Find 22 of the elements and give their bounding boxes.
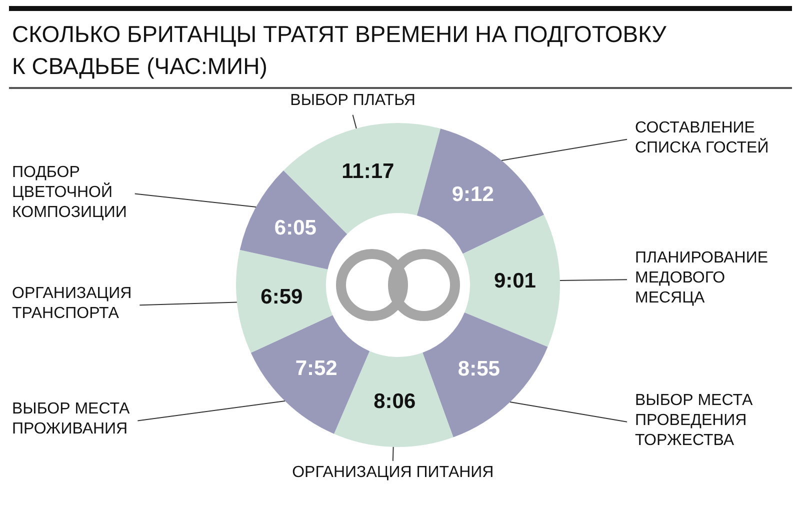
data-label: 11:17 — [342, 160, 394, 183]
donut-slice — [422, 312, 548, 438]
slice-label: ОРГАНИЗАЦИЯ ПИТАНИЯ — [292, 464, 494, 481]
donut-slice — [236, 250, 333, 353]
slice-label: ПОДБОР ЦВЕТОЧНОЙ КОМПОЗИЦИИ — [12, 164, 127, 221]
slice-label: ОРГАНИЗАЦИЯ ТРАНСПОРТА — [12, 285, 132, 322]
data-label: 9:01 — [494, 270, 536, 293]
data-label: 8:06 — [374, 390, 416, 413]
donut-slice — [462, 214, 560, 347]
data-label: 6:05 — [274, 216, 317, 240]
slice-label: ВЫБОР ПЛАТЬЯ — [290, 92, 416, 109]
donut-slice — [416, 128, 544, 254]
donut-slice — [250, 315, 370, 434]
slice-label: ВЫБОР МЕСТА ПРОВЕДЕНИЯ ТОРЖЕСТВА — [635, 392, 753, 449]
slice-label: СОСТАВЛЕНИЕ СПИСКА ГОСТЕЙ — [635, 119, 769, 156]
data-label: 7:52 — [295, 356, 338, 380]
chart-title: СКОЛЬКО БРИТАНЦЫ ТРАТЯТ ВРЕМЕНИ НА ПОДГОТОВКУ К СВАДЬБЕ (ЧАС:МИН) — [12, 21, 667, 79]
data-label: 8:55 — [458, 358, 500, 381]
data-label: 9:12 — [452, 183, 494, 206]
slice-label: ВЫБОР МЕСТА ПРОЖИВАНИЯ — [12, 400, 130, 438]
slice-label: ПЛАНИРОВАНИЕ МЕДОВОГО МЕСЯЦА — [635, 250, 768, 307]
data-label: 6:59 — [260, 285, 303, 308]
